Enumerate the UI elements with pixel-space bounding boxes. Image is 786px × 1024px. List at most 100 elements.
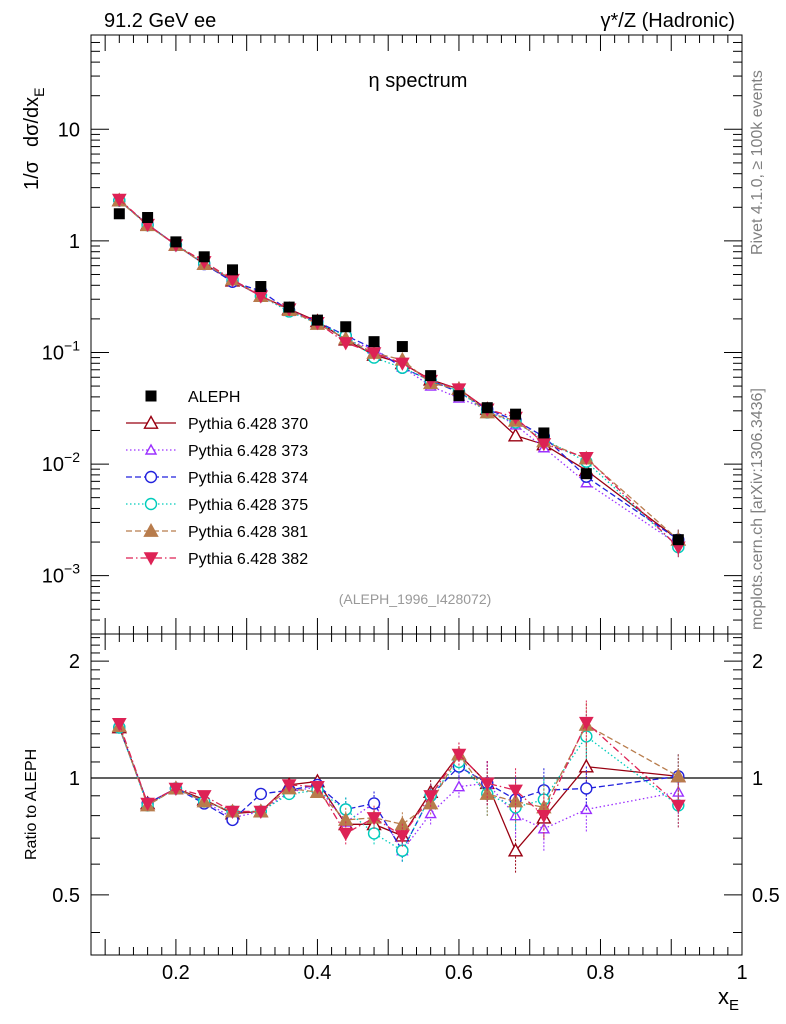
main-data-point [142,212,154,224]
ratio-series-group [111,700,687,873]
ratio-data-point [225,805,240,820]
main-data-point [340,321,352,333]
ratio-series-4 [111,702,687,837]
ratio-data-point [670,768,687,783]
ratio-data-point [396,844,409,857]
legend-label: ALEPH [188,389,240,406]
energy-label: 91.2 GeV ee [104,10,216,32]
main-data-point [451,383,467,397]
rivet-label: Rivet 4.1.0, ≥ 100k events [749,70,766,255]
main-y-axis-label: 1/σdσ/dxE [21,87,47,190]
ratio-data-point [507,842,524,857]
legend-label: Pythia 6.428 382 [188,551,308,568]
main-data-point [338,337,354,351]
process-label: γ*/Z (Hadronic) [601,10,735,32]
mcplots-label: mcplots.cern.ch [arXiv:1306.3436] [749,388,766,630]
main-data-point [538,427,550,439]
legend-entry-1: Pythia 6.428 370 [126,415,308,433]
x-tick-label: 0.4 [304,962,332,984]
main-data-point [311,314,323,326]
svg-text:1/σdσ/dxE: 1/σdσ/dxE [21,87,47,190]
main-series-0 [113,208,684,546]
ratio-data-point [423,790,439,804]
ratio-series-line [118,721,679,837]
main-data-point [111,193,127,208]
main-data-point [672,534,684,546]
legend-marker [145,390,157,402]
ratio-y-tick-label: 0.5 [52,885,80,907]
ratio-data-point [366,812,382,826]
y-tick-label: 10−3 [42,561,80,588]
ratio-series-5 [111,700,686,848]
ratio-data-point [168,782,184,796]
legend-entry-3: Pythia 6.428 374 [126,470,308,487]
legend-marker [143,523,159,537]
legend-label: Pythia 6.428 374 [188,470,308,487]
ratio-data-point [254,787,268,801]
main-data-point [366,347,382,361]
legend-label: Pythia 6.428 373 [188,443,308,460]
ratio-data-point [479,777,495,791]
main-data-point [368,336,380,348]
ratio-data-point [338,827,354,841]
legend-marker [144,497,158,511]
ratio-data-point [310,780,325,795]
main-data-point [198,251,210,263]
y-tick-label: 10−2 [42,449,80,476]
legend-entry-6: Pythia 6.428 382 [126,551,308,568]
legend-entry-0: ALEPH [145,389,240,406]
y-tick-label: 10−1 [42,337,80,364]
ratio-data-point [451,748,467,762]
ratio-y-tick-label-right: 0.5 [752,885,780,907]
legend-entry-2: Pythia 6.428 373 [126,443,308,460]
main-data-point [227,264,239,276]
legend: ALEPH Pythia 6.428 370 Pythia 6.428 373 Pyt… [126,389,308,568]
ratio-y-tick-label: 1 [69,768,80,790]
ratio-y-tick-label-right: 2 [752,651,763,673]
x-tick-label: 1 [736,962,747,984]
ratio-axes-ticks: 0.2 0.4 0.6 0.8 1 0.5 0.5 1 1 2 2 [52,634,780,984]
ratio-data-point [367,827,381,840]
y-tick-label: 10 [58,119,80,141]
main-data-point [578,452,594,466]
legend-entry-5: Pythia 6.428 381 [126,523,308,541]
ratio-data-point [580,782,593,795]
main-data-point [425,370,437,382]
main-data-point [536,438,552,452]
legend-entry-4: Pythia 6.428 375 [126,497,308,514]
main-data-point [170,236,182,248]
legend-label: Pythia 6.428 375 [188,497,308,514]
chart-title: η spectrum [369,70,468,92]
main-data-point [510,408,522,420]
ratio-data-point [196,790,212,804]
ratio-data-point [281,779,297,793]
main-data-point [283,301,295,313]
x-axis-label: xE [718,984,739,1014]
x-tick-label: 0.2 [162,962,190,984]
main-data-point [481,402,493,414]
ratio-data-point [578,716,594,731]
ratio-data-point [508,784,523,798]
main-axes-ticks: 10−3 10−2 10−1 1 10 [42,34,743,635]
ratio-data-point [111,718,127,732]
ratio-y-tick-label: 2 [69,651,80,673]
main-panel-frame [90,34,743,635]
ratio-y-tick-label-right: 1 [752,768,763,790]
legend-label: Pythia 6.428 370 [188,416,308,433]
ratio-data-point [253,805,269,820]
legend-label: Pythia 6.428 381 [188,524,308,541]
ratio-y-axis-label: Ratio to ALEPH [23,749,40,860]
main-series-group [111,192,687,558]
legend-marker [143,415,159,429]
main-data-point [396,341,408,353]
legend-marker [143,552,159,566]
main-data-point [113,208,125,220]
x-tick-label: 0.8 [587,962,615,984]
analysis-source-label: (ALEPH_1996_I428072) [339,591,492,607]
main-data-point [394,357,410,371]
ratio-data-point [140,797,155,811]
x-tick-label: 0.6 [445,962,473,984]
main-data-point [507,427,524,442]
ratio-data-point [394,816,411,831]
